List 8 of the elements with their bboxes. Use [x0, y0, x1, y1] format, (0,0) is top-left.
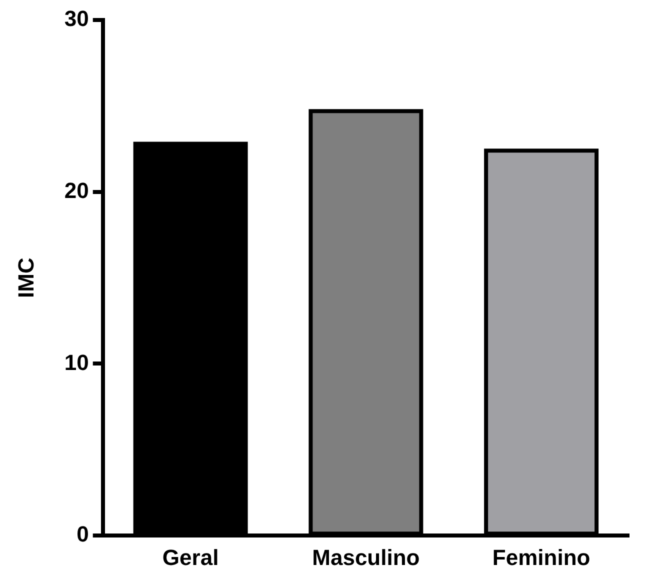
x-tick-label: Feminino [492, 544, 590, 570]
y-axis-title: IMC [13, 258, 38, 298]
x-tick-label: Geral [162, 544, 219, 570]
y-tick-label: 0 [76, 522, 89, 547]
y-tick-label: 20 [64, 178, 89, 203]
y-tick-label: 10 [64, 350, 89, 375]
x-tick-label: Masculino [312, 544, 420, 570]
y-tick-label: 30 [64, 6, 89, 32]
